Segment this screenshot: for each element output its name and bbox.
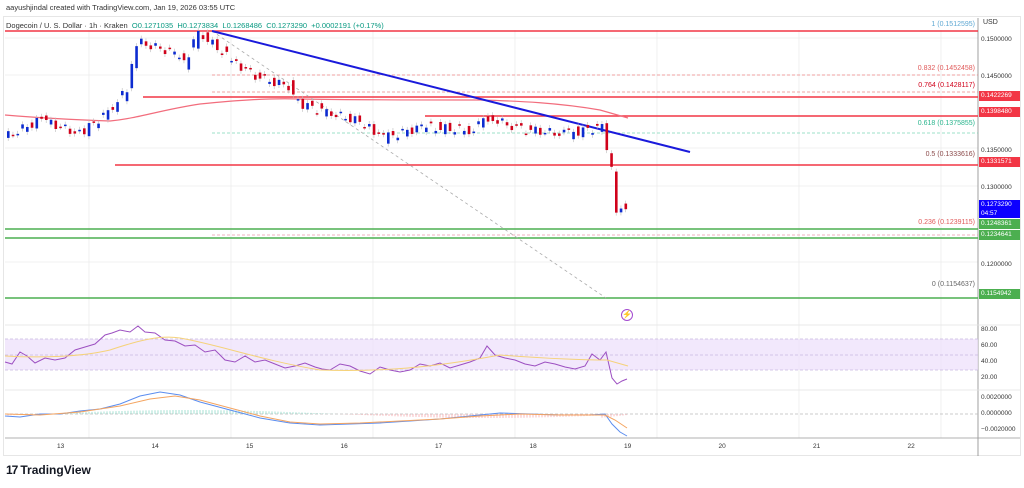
- fib-level-label: 0.618 (0.1375855): [917, 120, 975, 127]
- date-tick: 17: [435, 443, 443, 450]
- rsi-tick: 40.00: [981, 358, 998, 365]
- change-value: +0.0002191 (+0.17%): [311, 21, 384, 30]
- symbol-legend: Dogecoin / U. S. Dollar · 1h · Kraken O0…: [6, 21, 384, 30]
- date-tick: 18: [529, 443, 537, 450]
- chart-frame[interactable]: [3, 16, 1021, 456]
- date-tick: 13: [57, 443, 65, 450]
- rsi-line: [4, 325, 628, 385]
- date-tick: 15: [246, 443, 254, 450]
- fib-level-label: 0 (0.1154637): [931, 281, 975, 288]
- price-label: 0.1422269: [979, 91, 1020, 101]
- fib-level-label: 0.5 (0.1333616): [925, 151, 975, 158]
- fib-level-label: 0.236 (0.1239115): [918, 219, 975, 226]
- open-value: O0.1271035: [131, 21, 174, 30]
- price-label: 0.1398480: [979, 107, 1020, 117]
- date-tick: 19: [624, 443, 632, 450]
- rsi-ma-line: [4, 336, 629, 371]
- moving-average: [4, 98, 629, 122]
- price-label: 0.1234641: [979, 230, 1020, 240]
- date-tick: 22: [907, 443, 915, 450]
- price-tick: 0.1300000: [981, 184, 1012, 191]
- price-tick: 0.1200000: [981, 261, 1012, 268]
- price-label: 0.1154942: [979, 289, 1020, 299]
- price-label: 0.1248361: [979, 219, 1020, 229]
- resistance-lines: [5, 30, 978, 166]
- rsi-tick: 20.00: [981, 374, 998, 381]
- signal-line: [4, 395, 628, 429]
- macd-tick: 0.0000000: [981, 410, 1012, 417]
- date-tick: 16: [340, 443, 348, 450]
- fib-level-label: 0.832 (0.1452458): [917, 65, 975, 72]
- fib-diagonal: [211, 30, 607, 299]
- price-tick: 0.1500000: [981, 36, 1012, 43]
- high-value: H0.1273834: [177, 21, 219, 30]
- descending-trendline: [211, 30, 691, 153]
- grid: [5, 30, 978, 438]
- low-value: L0.1268486: [222, 21, 263, 30]
- macd-tick: −0.0020000: [981, 426, 1016, 433]
- tradingview-logo[interactable]: 17 TradingView: [6, 463, 91, 477]
- price-tick: 0.1450000: [981, 73, 1012, 80]
- close-value: C0.1273290: [266, 21, 308, 30]
- chart-credit: aayushjindal created with TradingView.co…: [6, 3, 236, 12]
- fib-level-label: 1 (0.1512595): [931, 21, 975, 28]
- lightning-icon[interactable]: ⚡: [621, 309, 633, 321]
- tradingview-brand: TradingView: [20, 463, 91, 477]
- date-tick: 21: [813, 443, 821, 450]
- macd-tick: 0.0020000: [981, 394, 1012, 401]
- rsi-tick: 60.00: [981, 342, 998, 349]
- currency-label[interactable]: USD: [983, 19, 998, 26]
- fib-level-label: 0.764 (0.1428117): [918, 82, 975, 89]
- symbol-name: Dogecoin / U. S. Dollar · 1h · Kraken: [6, 21, 128, 30]
- rsi-band: [5, 339, 978, 370]
- price-label: 0.1331571: [979, 157, 1020, 167]
- rsi-tick: 80.00: [981, 326, 998, 333]
- support-lines: [5, 228, 978, 299]
- price-tick: 0.1350000: [981, 147, 1012, 154]
- price-label: 0.1273290 04:57: [979, 200, 1020, 218]
- date-tick: 14: [151, 443, 159, 450]
- candlesticks: [7, 27, 628, 216]
- date-tick: 20: [718, 443, 726, 450]
- tradingview-mark-icon: 17: [6, 463, 18, 477]
